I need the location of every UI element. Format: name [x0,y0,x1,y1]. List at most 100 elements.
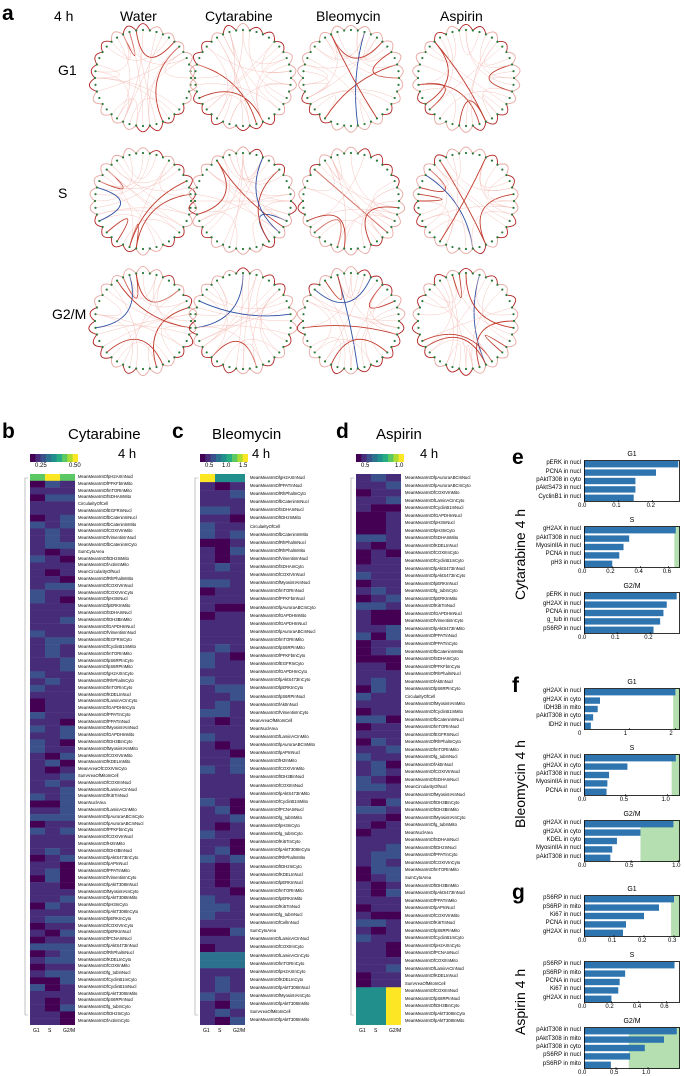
network-node [375,117,379,120]
network-node [135,152,138,155]
heatmap-cell [230,514,245,523]
feature-label: MeanMeanIntOfLaminACInMito [250,734,309,739]
heatmap-cell [356,624,372,633]
heatmap-cell [215,895,231,904]
network-loop [193,334,203,348]
network-node [235,124,238,127]
network-node [349,271,353,275]
network-loop [283,334,292,348]
heatmap-cell [371,632,387,641]
network-node [193,199,197,203]
bar-label: Ki67 in nucl [549,912,581,918]
bar [584,535,630,542]
feature-label: MeanMeanIntOfmTORInCyto [78,684,133,690]
network-node [424,225,427,229]
network-node [282,173,285,177]
heatmap-cell [386,934,401,943]
network-loop [222,25,237,35]
heatmap-cell [215,474,231,483]
heatmap-cell [200,749,216,758]
heatmap-cell [386,489,401,497]
network-node [155,273,158,277]
feature-label: MeanMeanIntOfEGFRInCyto [78,637,132,643]
network-edge [202,274,257,348]
network-node [508,299,511,303]
heatmap-cell [60,841,75,849]
heatmap-cell [30,807,46,815]
heatmap-cell [45,922,61,930]
heatmap-cell [60,650,75,658]
feature-label: MeanMeanIntOfGAPDHInNucl [250,620,307,626]
panel-letter-d: d [336,420,349,443]
heatmap-cell [386,979,401,988]
network-loop [309,41,320,53]
network-node [201,345,204,349]
heatmap-cell [230,976,245,985]
feature-label: SumCytoArea [250,928,277,934]
network-node [428,288,431,291]
network-node [381,113,384,116]
heatmap-bleomycin-colorbar-tick: 1.0 [222,463,231,469]
heatmap-cell [60,671,75,679]
network-edge [476,320,515,368]
heatmap-cell [60,807,75,815]
network-edge [307,57,372,122]
network-edge [256,51,284,122]
heatmap-cell [230,887,245,896]
network-g2m-water [88,265,198,377]
network-edge [96,154,133,191]
network-node [363,153,366,157]
network-node [255,245,258,249]
network-node [421,96,424,100]
heatmap-cell [30,630,46,638]
heatmap-cytarabine-xlabel: G1 [33,1028,40,1034]
network-node [303,90,307,93]
network-loop [319,32,332,42]
feature-label: CircularityOfCell [405,693,436,699]
heatmap-cell [200,1016,216,1025]
network-edge [425,294,493,362]
heatmap-cell [45,521,61,529]
network-loop [506,214,517,228]
bar-axes-frame [584,820,680,862]
heatmap-aspirin-colorbar [356,454,404,462]
feature-label: MeanMeanIntOfPFKFbInCyto [405,663,461,669]
network-edge [199,157,264,222]
feature-label: MeanMeanIntOfCOXIIInNucl [405,988,459,994]
bar-label: PCNA in nucl [545,468,581,475]
heatmap-cell [30,480,46,488]
network-node [148,272,151,275]
heatmap-cell [60,569,75,577]
bar-subplot-title: G2/M [623,811,641,818]
network-edge [95,70,130,122]
heatmap-cell [45,739,61,747]
heatmap-cell [371,564,387,573]
network-loop [110,31,124,42]
network-loop [92,91,103,105]
network-edge [216,29,244,119]
network-loop [100,103,112,116]
network-node [201,50,204,54]
network-edge [307,300,332,353]
network-edge [106,37,170,61]
network-loop [382,346,394,359]
network-loop [122,121,137,130]
heatmap-cell [386,987,401,996]
feature-label: MeanMeanIntOfGAPDHInCyto [250,669,308,675]
heatmap-cell [200,490,216,499]
network-node [343,247,346,250]
heatmap-bleomycin-xlabel: S [218,1028,222,1034]
network-node [397,313,400,316]
heatmap-cell [215,976,231,985]
network-node [438,36,442,39]
bar-label: pS6RP in mito [542,903,581,910]
bar-label: Ki67 in nucl [549,986,581,993]
network-loop [485,275,498,285]
heatmap-cell [200,603,216,612]
network-loop [382,226,394,239]
network-edge [199,91,264,122]
feature-label: MeanMeanIntOfpAktT308InNucl [78,881,138,887]
network-loop [391,174,400,188]
heatmap-cell [356,972,372,980]
heatmap-cell [356,783,372,792]
